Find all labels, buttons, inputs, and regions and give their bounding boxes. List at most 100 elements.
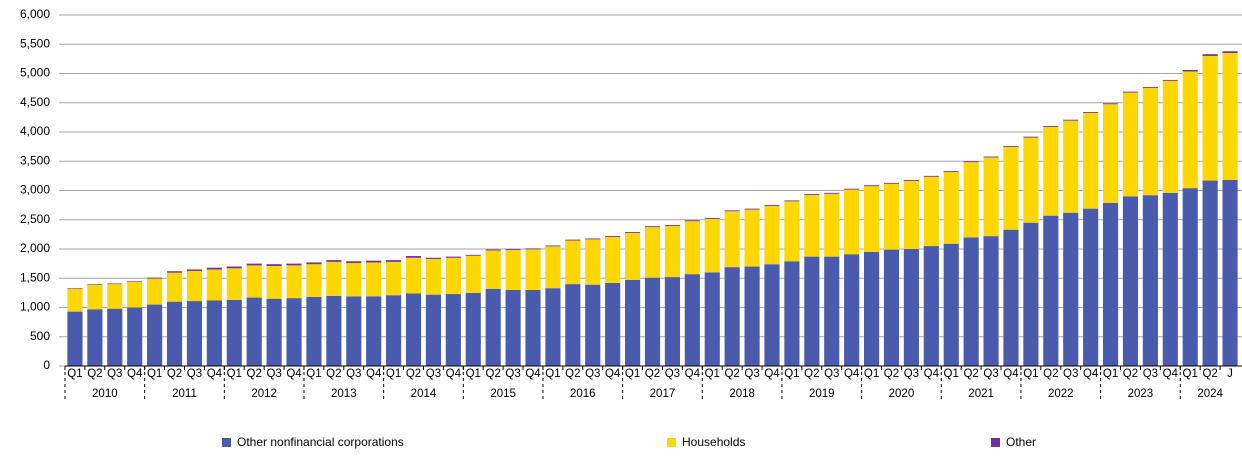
bar-segment (1043, 127, 1059, 216)
bar-segment (147, 278, 163, 305)
year-label: 2019 (809, 388, 835, 400)
bar-segment (1102, 104, 1119, 203)
legend-swatch (667, 438, 676, 447)
bar-segment (326, 261, 342, 296)
bar-segment (386, 260, 402, 262)
x-tick-label: Q3 (824, 368, 839, 380)
bar-segment (226, 266, 242, 269)
y-tick-label: 3,000 (20, 183, 50, 197)
bar-segment (306, 264, 322, 297)
bar-segment (1202, 180, 1218, 366)
bar-segment (943, 172, 959, 244)
bar-segment (903, 249, 919, 366)
bar-segment (1043, 126, 1059, 128)
bar-segment (525, 289, 541, 366)
x-tick-label: Q1 (466, 368, 481, 380)
bar-segment (186, 269, 203, 271)
bar-segment (505, 249, 521, 250)
bar-segment (326, 295, 342, 366)
x-tick-label: Q3 (426, 368, 441, 380)
y-tick-label: 3,500 (20, 153, 50, 167)
bar-segment (684, 274, 700, 366)
year-label: 2020 (889, 388, 915, 400)
bar-segment (186, 301, 203, 366)
bar-segment (664, 277, 680, 366)
bar-segment (844, 189, 860, 255)
x-tick-label: Q3 (505, 368, 520, 380)
bar-segment (1122, 92, 1139, 197)
x-tick-label: Q4 (366, 368, 382, 380)
bar-segment (1202, 54, 1218, 56)
x-tick-label: Q3 (904, 368, 919, 380)
bar-segment (1182, 188, 1198, 366)
bar-segment (1122, 196, 1139, 366)
x-tick-label: Q2 (963, 368, 978, 380)
bar-segment (386, 261, 402, 296)
bar-segment (883, 183, 900, 250)
bar-segment (664, 225, 680, 226)
bar-segment (1063, 212, 1079, 366)
x-tick-label: Q4 (525, 368, 541, 380)
bar-segment (744, 266, 760, 366)
bar-segment (67, 288, 83, 289)
x-tick-label: Q2 (884, 368, 899, 380)
x-tick-label: Q4 (605, 368, 621, 380)
bar-segment (405, 293, 422, 366)
bar-segment (804, 256, 820, 366)
x-tick-label: Q3 (1143, 368, 1158, 380)
x-tick-label: Q1 (227, 368, 242, 380)
bar-segment (1083, 112, 1099, 209)
bar-segment (246, 265, 262, 298)
bar-segment (824, 193, 840, 257)
x-tick-label: Q3 (665, 368, 680, 380)
y-tick-label: 0 (43, 358, 50, 372)
legend-swatch (222, 438, 231, 447)
bar-segment (923, 246, 939, 366)
bar-segment (346, 263, 362, 297)
legend-label: Other nonfinancial corporations (237, 435, 404, 449)
bar-segment (565, 239, 581, 241)
bar-segment (425, 294, 441, 366)
bar-segment (1142, 195, 1158, 366)
bar-segment (963, 161, 979, 163)
bar-segment (346, 261, 362, 264)
bar-segment (1162, 80, 1178, 193)
x-tick-label: Q1 (1183, 368, 1198, 380)
year-label: 2014 (411, 388, 437, 400)
bar-segment (465, 255, 481, 293)
bar-segment (545, 245, 561, 247)
year-label: 2021 (968, 388, 994, 400)
y-tick-label: 1,000 (20, 300, 50, 314)
bar-segment (644, 277, 661, 366)
bar-segment (585, 239, 601, 285)
bar-segment (1182, 71, 1198, 189)
year-label: 2018 (729, 388, 755, 400)
bar-segment (266, 265, 282, 299)
bar-segment (465, 292, 481, 366)
bar-segment (963, 237, 979, 366)
x-tick-label: Q4 (286, 368, 302, 380)
year-label: 2016 (570, 388, 596, 400)
bar-segment (425, 257, 441, 259)
x-tick-label: Q1 (386, 368, 401, 380)
x-tick-label: Q1 (625, 368, 640, 380)
x-tick-label: Q1 (864, 368, 879, 380)
bar-segment (903, 180, 919, 249)
bar-segment (67, 311, 83, 366)
bar-segment (266, 298, 282, 366)
bar-segment (246, 297, 262, 366)
bar-segment (445, 294, 461, 366)
x-tick-label: Q2 (406, 368, 421, 380)
x-tick-label: Q1 (1023, 368, 1038, 380)
bar-segment (864, 185, 880, 187)
bar-segment (983, 157, 999, 237)
x-tick-label: Q1 (784, 368, 799, 380)
bar-segment (883, 182, 900, 184)
bar-segment (87, 284, 103, 285)
bar-segment (824, 256, 840, 366)
bar-segment (206, 269, 222, 301)
bar-segment (585, 284, 601, 366)
bar-segment (87, 284, 103, 310)
bar-segment (1222, 53, 1238, 180)
bar-segment (1222, 179, 1238, 366)
